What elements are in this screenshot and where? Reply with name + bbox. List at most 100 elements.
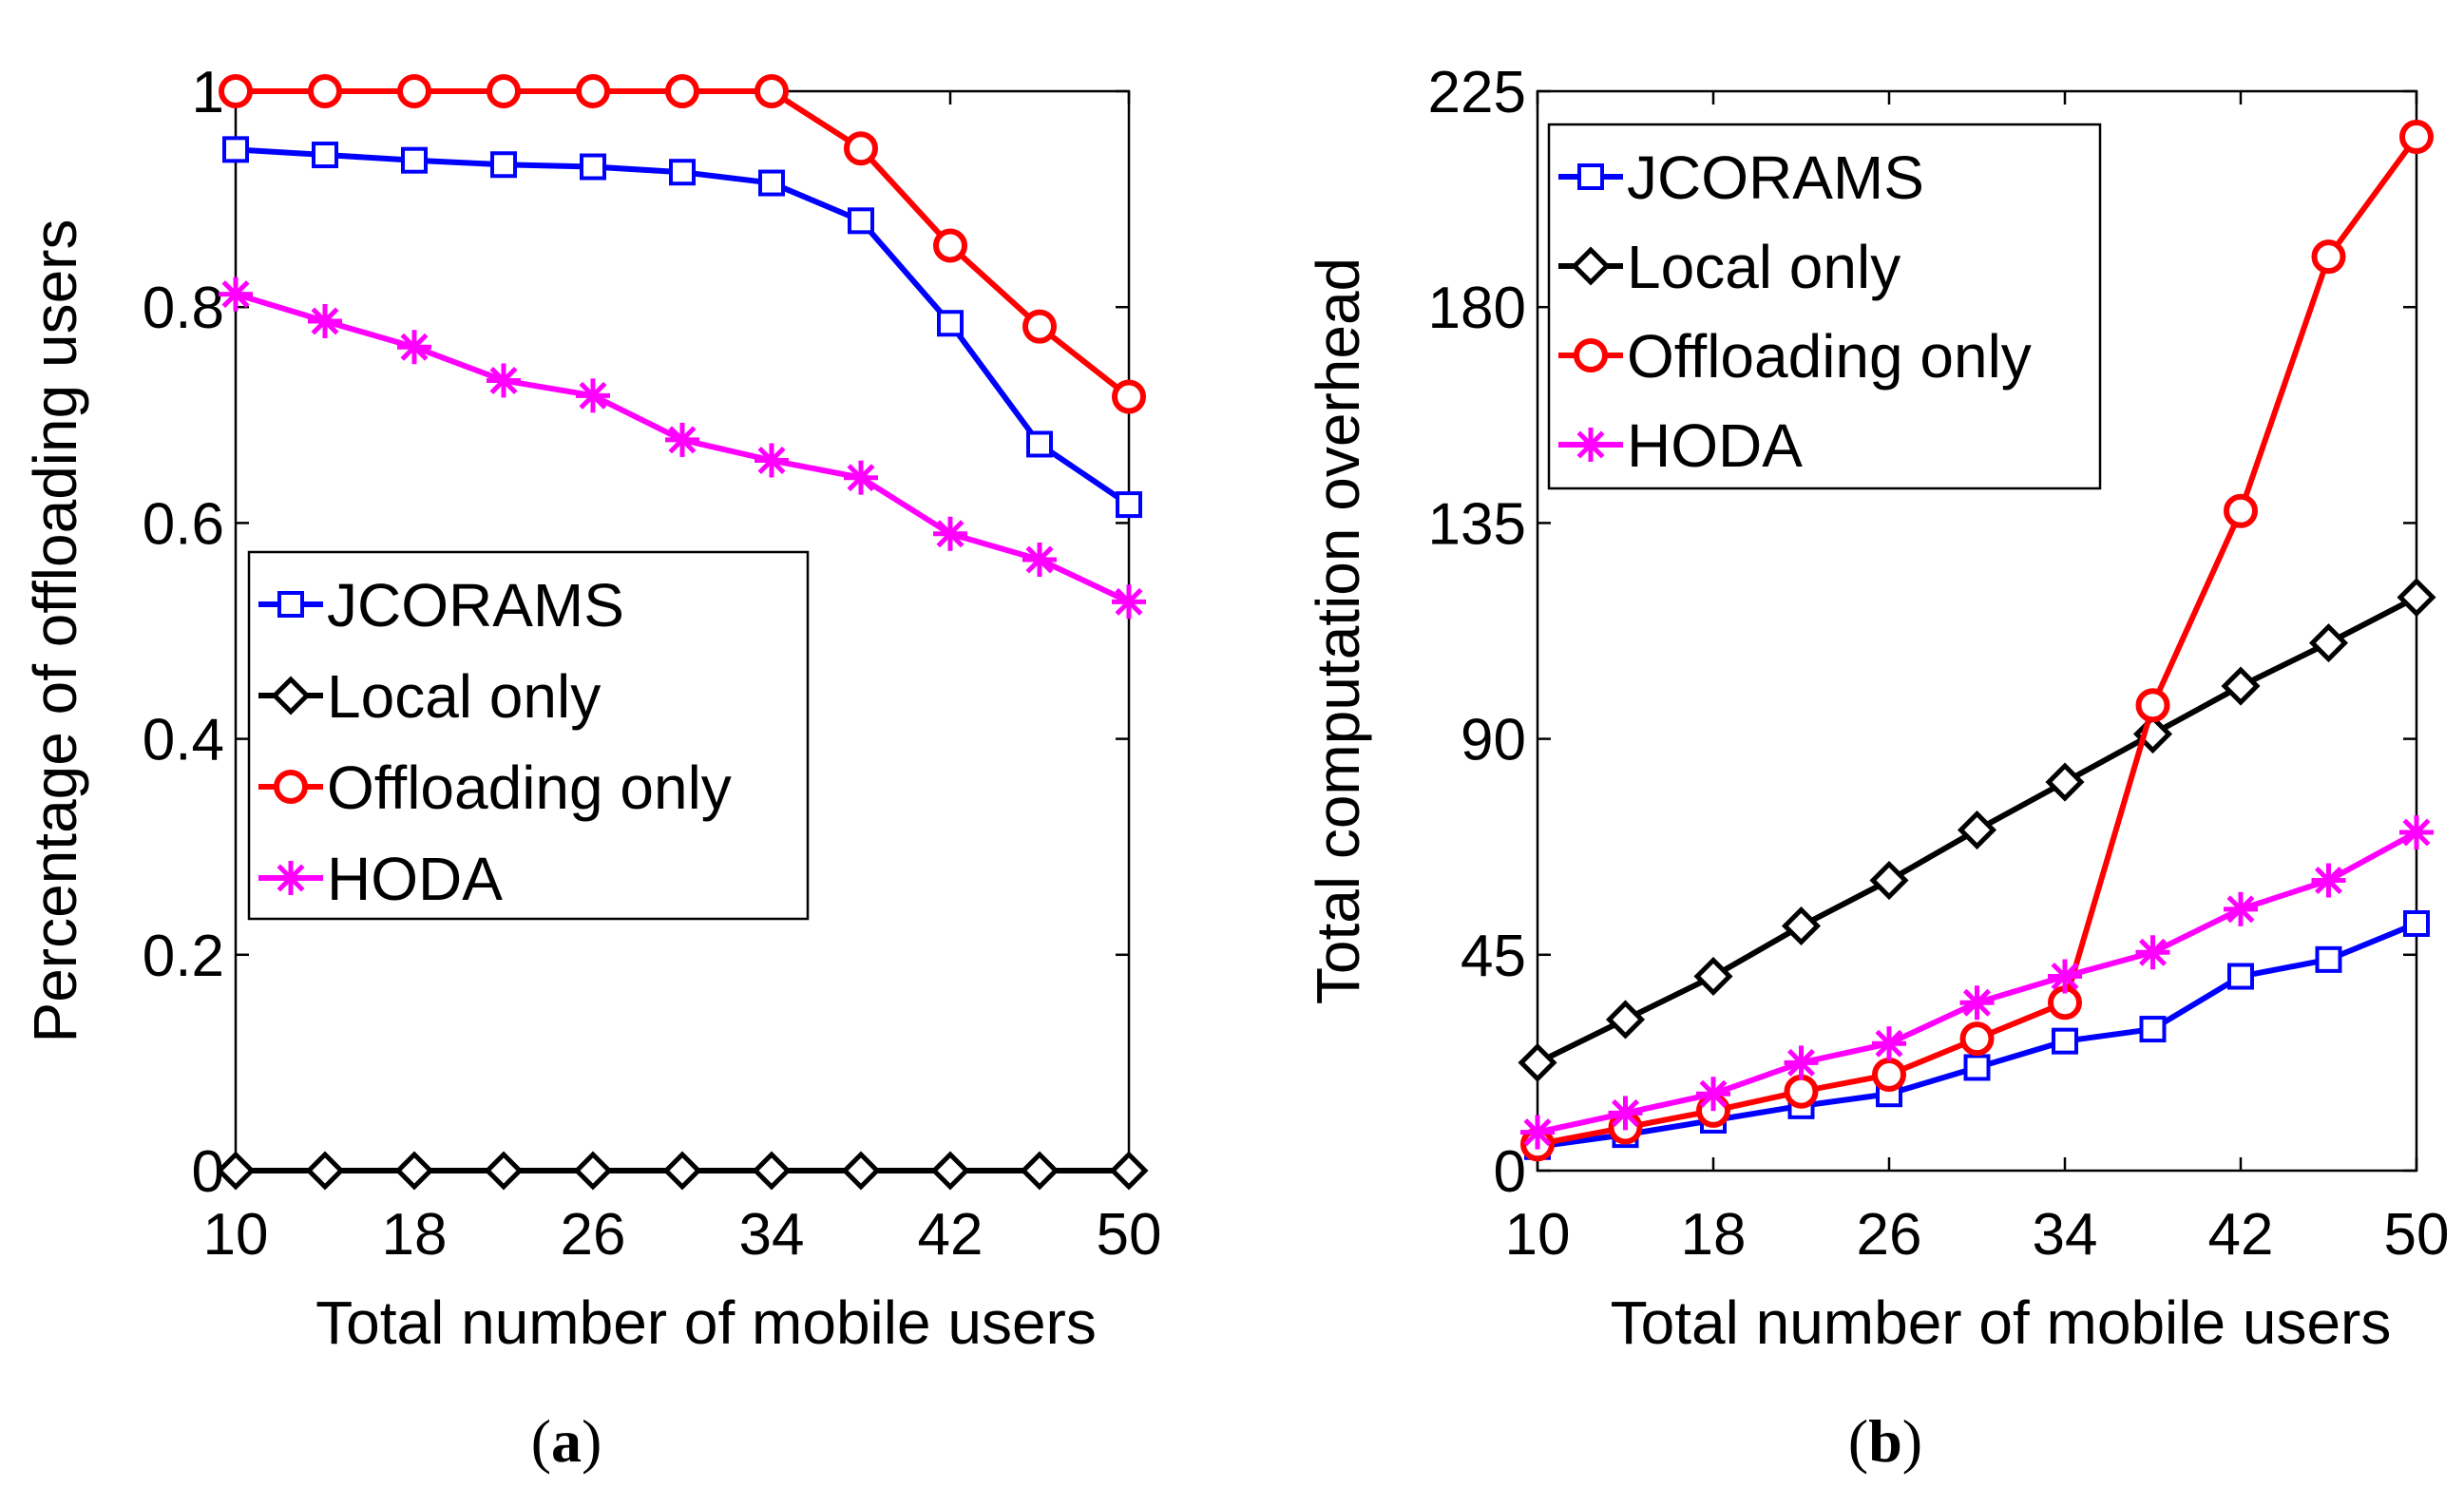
data-point: [573, 1151, 613, 1191]
data-point: [1022, 309, 1057, 344]
legend-marker: [277, 591, 304, 618]
data-point: [1957, 810, 1997, 850]
data-point: [933, 228, 967, 263]
series-hoda: [219, 277, 1146, 620]
y-tick-label: 45: [1461, 924, 1526, 989]
y-axis-label: Total computation overhead: [1304, 258, 1372, 1004]
legend: JCORAMS Local only Offloading only HODA: [247, 550, 810, 921]
data-point: [484, 1151, 524, 1191]
data-point: [844, 131, 878, 166]
data-point: [841, 1151, 881, 1191]
y-tick-label: 0.6: [143, 491, 224, 557]
data-point: [1605, 1000, 1646, 1040]
series-local-only: [1518, 578, 2436, 1082]
y-tick-label: 0.4: [143, 708, 224, 773]
data-point: [2139, 1016, 2167, 1043]
data-point: [1022, 543, 1057, 578]
data-point: [2221, 666, 2261, 706]
data-point: [937, 310, 964, 337]
legend-label: Local only: [327, 662, 601, 731]
x-tick-label: 10: [1505, 1202, 1571, 1268]
data-point: [305, 1151, 345, 1191]
data-point: [1020, 1151, 1060, 1191]
legend-item: JCORAMS: [1558, 143, 1924, 212]
data-point: [2397, 578, 2436, 618]
y-axis: 00.20.40.60.81: [143, 60, 1129, 1205]
x-axis: 10 18 26 34 42 50: [1505, 91, 2450, 1268]
legend-item: HODA: [258, 845, 503, 913]
legend-marker: [274, 861, 308, 895]
data-point: [312, 142, 338, 169]
data-point: [2315, 945, 2342, 973]
legend-marker: [1574, 428, 1608, 462]
series-line: [1537, 830, 2418, 1135]
data-point: [758, 169, 785, 197]
x-tick-label: 50: [2384, 1202, 2450, 1268]
data-point: [2135, 688, 2170, 723]
chart-caption: (a): [531, 1407, 602, 1475]
data-point: [308, 303, 342, 338]
legend-marker: [1577, 163, 1604, 190]
data-point: [490, 151, 517, 179]
data-point: [1872, 1058, 1906, 1093]
legend-label: HODA: [1627, 411, 1803, 480]
chart-b: 10 18 26 34 42 50 0 45 90 135 180 225 Total number o…: [1304, 60, 2449, 1475]
data-point: [2052, 1027, 2078, 1055]
data-point: [2311, 239, 2346, 275]
data-point: [844, 460, 878, 495]
data-point: [1109, 1151, 1149, 1191]
x-axis-label: Total number of mobile users: [1611, 1288, 2392, 1357]
x-axis-label: Total number of mobile users: [315, 1288, 1097, 1357]
legend-box: [1547, 123, 2102, 490]
legend-label: Offloading only: [1627, 322, 2032, 391]
data-point: [1963, 1054, 1991, 1081]
legend-item: HODA: [1558, 411, 1803, 480]
y-tick-label: 0.2: [143, 924, 224, 989]
data-point: [2224, 493, 2258, 528]
series-group: [216, 74, 1149, 1191]
data-point: [2308, 623, 2349, 663]
data-point: [665, 422, 699, 457]
data-point: [487, 74, 521, 108]
x-tick-label: 34: [739, 1202, 805, 1268]
legend-item: Local only: [258, 662, 601, 731]
data-point: [1784, 1045, 1819, 1080]
legend-label: Local only: [1627, 233, 1901, 301]
series-offloading-only: [219, 74, 1146, 414]
data-point: [665, 74, 699, 108]
legend-marker: [274, 770, 308, 804]
legend-label: HODA: [327, 845, 503, 913]
data-point: [576, 378, 610, 413]
data-point: [397, 330, 431, 365]
legend-marker: [1574, 338, 1608, 372]
legend-marker: [271, 676, 311, 715]
data-point: [1784, 1074, 1819, 1109]
data-point: [2135, 935, 2170, 970]
data-point: [754, 443, 789, 478]
x-axis: 10 18 26 34 42 50: [203, 91, 1162, 1268]
data-point: [222, 136, 249, 163]
data-point: [1608, 1096, 1643, 1131]
data-point: [1112, 584, 1146, 620]
data-point: [2403, 909, 2430, 937]
y-tick-label: 90: [1461, 708, 1526, 773]
data-point: [580, 153, 606, 181]
data-point: [1959, 985, 1995, 1021]
data-point: [752, 1151, 792, 1191]
data-point: [2224, 891, 2258, 926]
data-point: [2399, 119, 2434, 154]
legend-label: Offloading only: [327, 754, 732, 822]
y-tick-label: 180: [1428, 276, 1526, 341]
legend-marker: [1571, 246, 1611, 286]
legend-item: Offloading only: [1558, 322, 2032, 391]
data-point: [1781, 906, 1822, 946]
data-point: [397, 74, 431, 108]
data-point: [933, 516, 967, 551]
data-point: [1026, 430, 1053, 458]
legend-item: Offloading only: [258, 754, 732, 822]
legend-box: [247, 550, 810, 921]
x-tick-label: 50: [1097, 1202, 1162, 1268]
